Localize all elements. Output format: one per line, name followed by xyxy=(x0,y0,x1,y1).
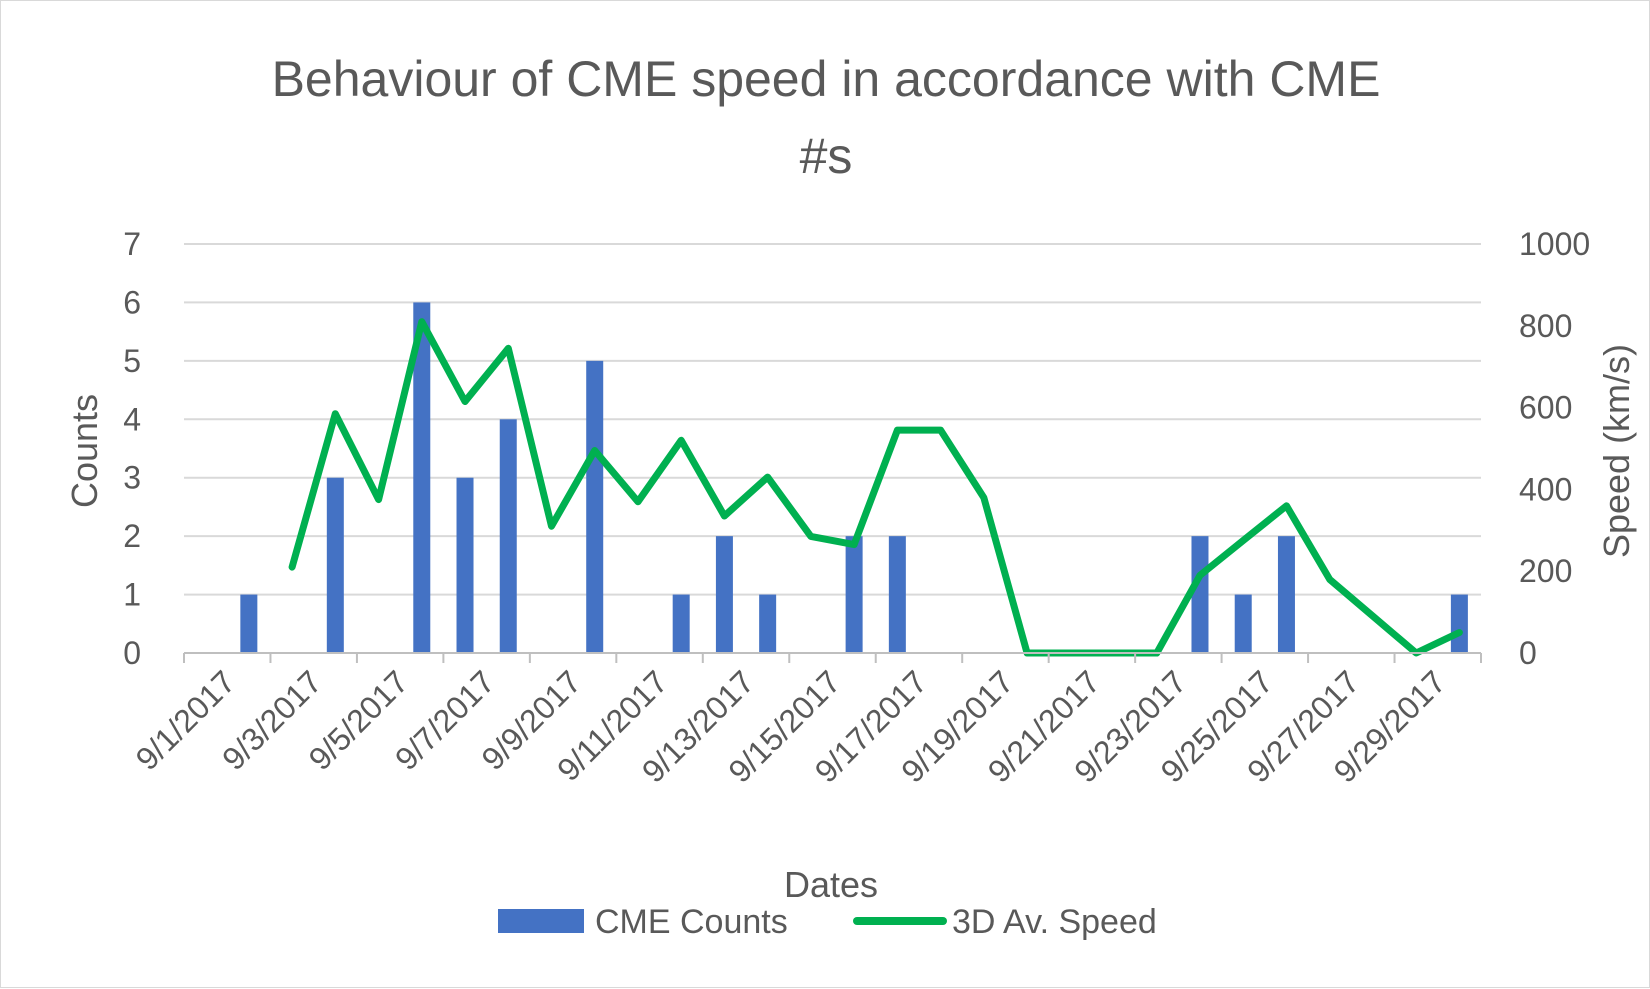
right-y-tick-label: 400 xyxy=(1519,471,1572,507)
line-3d-av-speed xyxy=(288,318,1463,657)
left-y-axis-title: Counts xyxy=(64,394,105,508)
x-axis: 9/1/20179/3/20179/5/20179/7/20179/9/2017… xyxy=(129,652,1482,790)
bar-cme-counts xyxy=(715,536,733,653)
left-y-tick-label: 1 xyxy=(123,577,141,613)
left-y-tick-label: 7 xyxy=(123,226,141,262)
bar-cme-counts xyxy=(888,536,906,653)
bar-series-cme-counts xyxy=(240,302,1468,653)
bar-cme-counts xyxy=(326,477,344,653)
bar-cme-counts xyxy=(1191,536,1209,653)
bar-cme-counts xyxy=(413,302,431,653)
legend-label-3d-av-speed: 3D Av. Speed xyxy=(952,903,1157,941)
left-y-tick-label: 5 xyxy=(123,343,141,379)
legend: CME Counts 3D Av. Speed xyxy=(498,903,1157,941)
line-series-3d-av-speed xyxy=(288,318,1463,657)
left-y-axis-ticks: 0 1 2 3 4 5 6 7 xyxy=(123,226,141,671)
bar-cme-counts xyxy=(586,360,604,653)
bar-cme-counts xyxy=(759,594,777,653)
left-y-tick-label: 3 xyxy=(123,460,141,496)
bar-cme-counts xyxy=(1450,594,1468,653)
right-y-axis-ticks: 0 200 400 600 800 1000 xyxy=(1519,226,1590,671)
bar-cme-counts xyxy=(499,419,517,653)
bar-cme-counts xyxy=(845,536,863,653)
bar-cme-counts xyxy=(1234,594,1252,653)
right-y-tick-label: 1000 xyxy=(1519,226,1590,262)
x-axis-title: Dates xyxy=(784,864,878,905)
legend-label-cme-counts: CME Counts xyxy=(595,903,788,941)
bar-cme-counts xyxy=(672,594,690,653)
left-y-tick-label: 2 xyxy=(123,518,141,554)
chart-title-line-1: Behaviour of CME speed in accordance wit… xyxy=(272,51,1381,107)
left-y-tick-label: 4 xyxy=(123,401,141,437)
right-y-tick-label: 0 xyxy=(1519,635,1537,671)
right-y-tick-label: 800 xyxy=(1519,308,1572,344)
bar-cme-counts xyxy=(1277,536,1295,653)
right-y-axis-title: Speed (km/s) xyxy=(1596,344,1637,558)
chart-title-line-2: #s xyxy=(800,128,853,184)
right-y-tick-label: 600 xyxy=(1519,390,1572,426)
left-y-tick-label: 6 xyxy=(123,284,141,320)
bar-cme-counts xyxy=(240,594,258,653)
right-y-tick-label: 200 xyxy=(1519,553,1572,589)
left-y-tick-label: 0 xyxy=(123,635,141,671)
legend-swatch-cme-counts xyxy=(498,909,584,933)
bar-cme-counts xyxy=(456,477,474,653)
